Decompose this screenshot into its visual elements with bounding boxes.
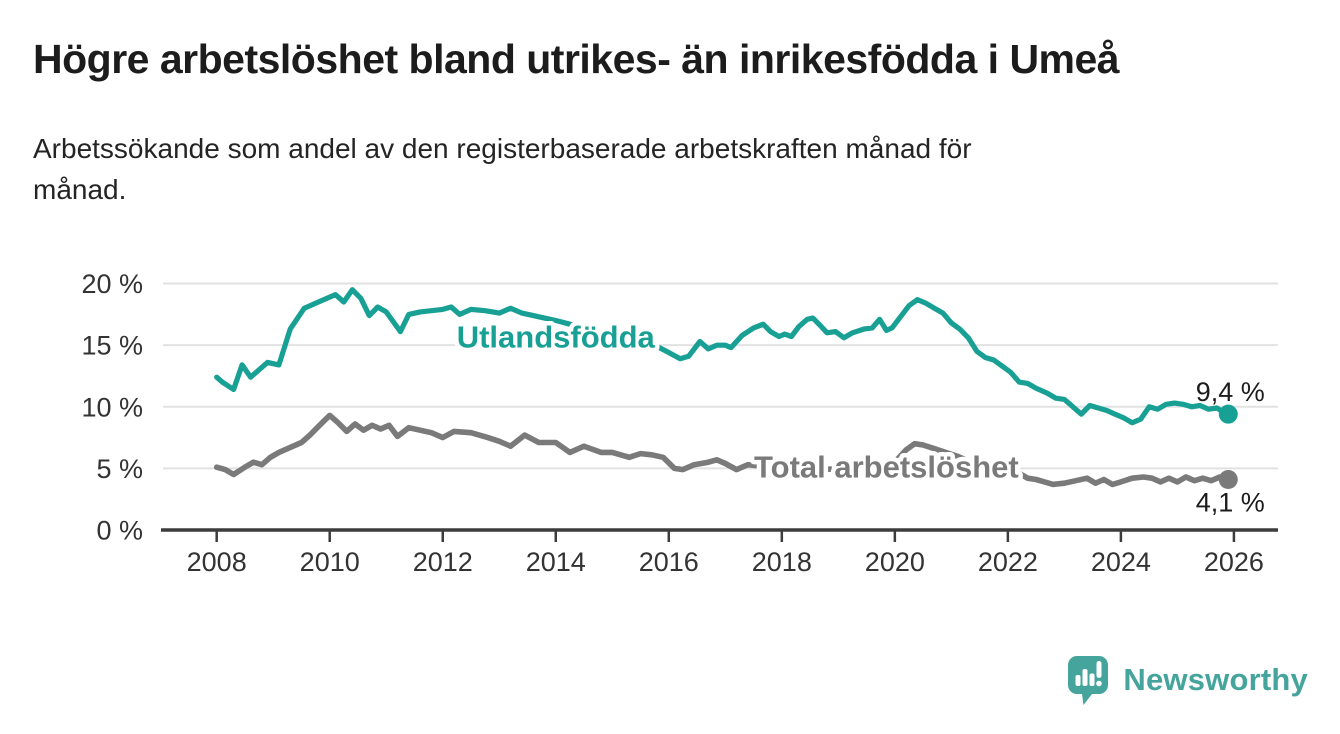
series-end-label-total: 4,1 % xyxy=(1196,487,1265,517)
chart-title: Högre arbetslöshet bland utrikes- än inr… xyxy=(33,36,1120,82)
y-axis-tick-label: 5 % xyxy=(96,454,143,484)
series-end-dot-utlandsfodda xyxy=(1218,404,1238,424)
chart-subtitle: Arbetssökande som andel av den registerb… xyxy=(33,133,972,205)
logo-exclamation-bar xyxy=(1096,661,1102,678)
newsworthy-logo: Newsworthy xyxy=(1066,653,1308,707)
series-label-utlandsfodda: Utlandsfödda xyxy=(457,320,656,355)
logo-bar-1 xyxy=(1075,675,1081,686)
y-axis-tick-label: 15 % xyxy=(81,331,143,361)
series-end-dot-total xyxy=(1218,469,1238,489)
newsworthy-logo-text: Newsworthy xyxy=(1123,662,1308,697)
x-axis-tick-label: 2018 xyxy=(752,547,812,577)
x-axis-tick-label: 2014 xyxy=(526,547,586,577)
x-axis-tick-label: 2012 xyxy=(413,547,473,577)
newsworthy-logo-icon xyxy=(1068,656,1109,705)
y-axis-tick-label: 10 % xyxy=(81,392,143,422)
x-axis-tick-label: 2022 xyxy=(978,547,1038,577)
series-line-total xyxy=(213,412,1232,488)
x-axis-tick-label: 2010 xyxy=(300,547,360,577)
logo-bar-3 xyxy=(1089,673,1095,686)
y-axis-tick-label: 20 % xyxy=(81,269,143,299)
x-axis-tick-label: 2016 xyxy=(639,547,699,577)
logo-exclamation-dot xyxy=(1096,680,1103,687)
y-axis-tick-label: 0 % xyxy=(96,516,143,546)
series-line-utlandsfodda xyxy=(214,287,1231,426)
x-axis-tick-label: 2008 xyxy=(187,547,247,577)
x-axis-tick-label: 2020 xyxy=(865,547,925,577)
x-axis-tick-label: 2026 xyxy=(1204,547,1264,577)
x-axis-tick-label: 2024 xyxy=(1091,547,1151,577)
logo-bubble-shape xyxy=(1068,656,1109,705)
series-end-label-utlandsfodda: 9,4 % xyxy=(1196,377,1265,407)
series-label-total: Total arbetslöshet xyxy=(754,450,1019,485)
logo-bar-2 xyxy=(1082,669,1088,686)
